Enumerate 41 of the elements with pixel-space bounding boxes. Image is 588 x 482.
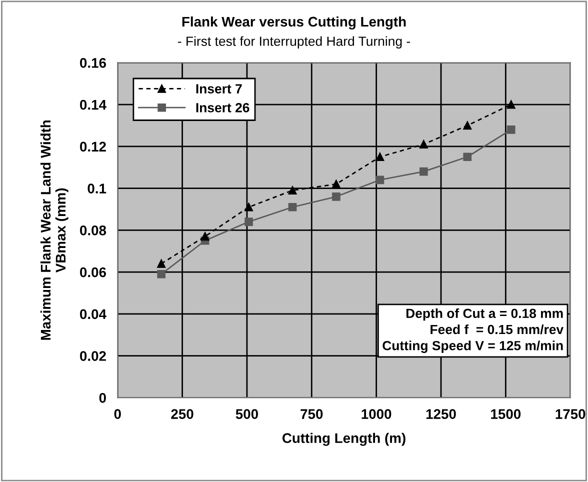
point	[463, 121, 472, 130]
y-tick-label: 0.02	[80, 351, 106, 361]
x-tick-label: 1750	[556, 409, 586, 419]
x-tick-label: 750	[300, 409, 323, 419]
x-tick-label: 500	[236, 409, 258, 419]
point	[463, 152, 472, 162]
y-tick-label: 0.06	[80, 267, 106, 278]
x-tick-label: 1250	[426, 409, 456, 419]
chart-title: Flank Wear versus Cutting Length	[182, 16, 406, 30]
point	[376, 176, 384, 184]
legend-label: Insert 26	[196, 103, 250, 112]
y-tick-label: 0.1	[88, 184, 106, 194]
point	[420, 140, 428, 148]
x-tick-label: 1500	[491, 409, 521, 419]
y-tick-label: 0.12	[80, 142, 106, 152]
chart-subtitle: - First test for Interrupted Hard Turning -	[178, 36, 410, 49]
x-tick-label: 0	[114, 409, 121, 419]
point	[376, 152, 384, 162]
point	[332, 180, 340, 188]
point	[506, 100, 516, 109]
point	[200, 232, 210, 241]
y-tick-label: 0.04	[80, 309, 106, 320]
y-tick-label: 0.08	[80, 225, 106, 236]
annotation: Depth of Cut a = 0.18 mm Feed f = 0.15 mm/rev Cutting Speed V = 125 m/min	[382, 308, 564, 353]
x-tick-label: 250	[171, 409, 194, 419]
point	[506, 125, 516, 134]
point	[420, 167, 428, 176]
legend-label: Insert 7	[196, 84, 242, 94]
point	[244, 202, 253, 212]
y-tick-label: 0	[99, 392, 106, 403]
point	[288, 202, 297, 212]
x-tick-label: 1000	[362, 409, 392, 419]
y-axis-title: Maximum Flank Wear Land Width VBmax (mm)	[40, 120, 68, 340]
point	[157, 259, 166, 268]
point	[288, 186, 297, 195]
y-tick-label: 0.14	[80, 100, 106, 110]
point	[157, 270, 166, 278]
x-axis-title: Cutting Length (m)	[282, 432, 406, 446]
y-tick-label: 0.16	[80, 58, 106, 68]
point	[244, 218, 253, 226]
point	[332, 192, 340, 201]
